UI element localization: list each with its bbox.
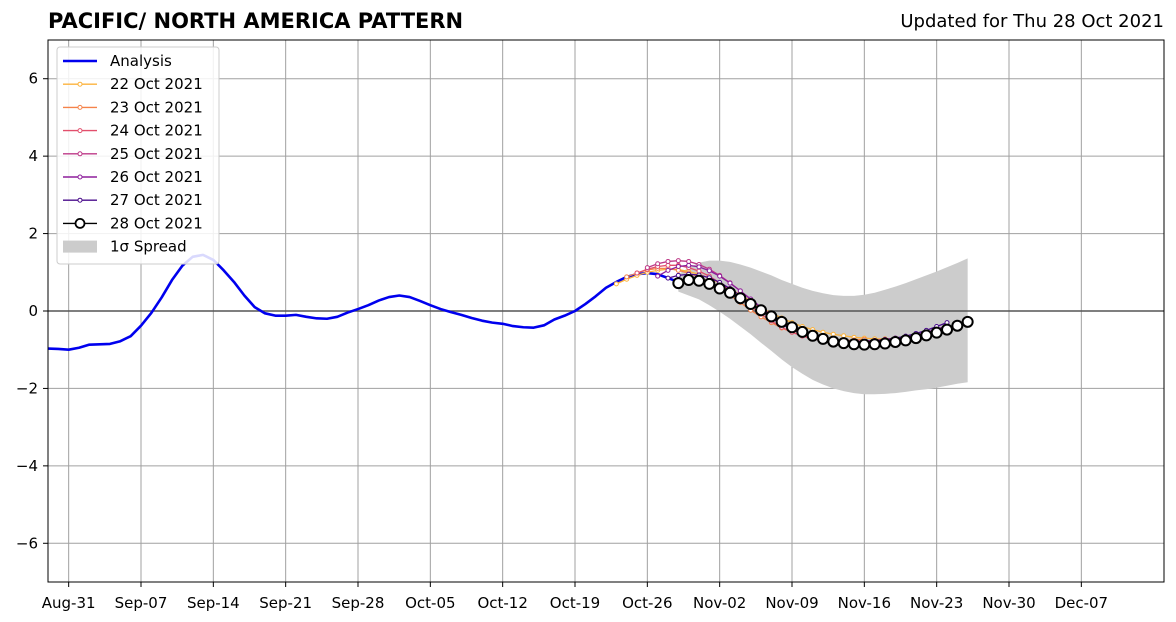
forecast-point bbox=[837, 337, 850, 350]
legend-label: 22 Oct 2021 bbox=[110, 75, 203, 93]
forecast-point bbox=[910, 332, 922, 345]
legend-label: 24 Oct 2021 bbox=[110, 122, 203, 140]
forecast-point bbox=[817, 332, 829, 345]
forecast-point bbox=[713, 282, 726, 295]
forecast-point bbox=[665, 275, 671, 281]
forecast-point bbox=[755, 304, 767, 317]
legend-swatch bbox=[63, 240, 97, 253]
x-tick-label: Dec-07 bbox=[1055, 594, 1109, 612]
legend-label: 23 Oct 2021 bbox=[110, 98, 203, 116]
x-tick-label: Nov-16 bbox=[838, 594, 891, 612]
forecast-point bbox=[717, 273, 723, 279]
legend-marker bbox=[77, 104, 83, 110]
forecast-point bbox=[765, 310, 778, 323]
x-tick-label: Nov-09 bbox=[765, 594, 818, 612]
legend-label: 25 Oct 2021 bbox=[110, 145, 203, 163]
forecast-point bbox=[613, 281, 619, 287]
forecast-point bbox=[806, 329, 819, 342]
y-tick-label: 4 bbox=[28, 147, 38, 165]
x-tick-label: Oct-12 bbox=[477, 594, 527, 612]
analysis-line bbox=[47, 253, 679, 352]
x-tick-label: Oct-19 bbox=[550, 594, 600, 612]
y-tick-label: −4 bbox=[16, 457, 38, 475]
forecast-point bbox=[920, 329, 933, 342]
forecast-point bbox=[706, 268, 712, 274]
axis-ticks: Aug-31 Sep-07 Sep-14 Sep-21 Sep-28 Oct-05 Oct-… bbox=[16, 70, 1108, 612]
legend-marker bbox=[77, 197, 83, 203]
forecast-point bbox=[634, 270, 640, 276]
forecast-point bbox=[775, 315, 788, 328]
forecast-point bbox=[665, 258, 671, 264]
forecast-series bbox=[672, 274, 974, 351]
y-tick-label: 0 bbox=[28, 302, 38, 320]
spread-band-layer bbox=[678, 258, 968, 395]
forecast-point bbox=[703, 277, 716, 290]
forecast-point bbox=[696, 264, 702, 270]
legend-label: 28 Oct 2021 bbox=[110, 214, 203, 232]
legend: Analysis 22 Oct 2021 23 Oct 2021 24 Oct 202… bbox=[56, 46, 220, 265]
forecast-point bbox=[655, 261, 661, 267]
forecast-point bbox=[796, 325, 809, 338]
forecast-point bbox=[744, 298, 757, 311]
x-tick-label: Aug-31 bbox=[42, 594, 96, 612]
forecast-point bbox=[951, 319, 964, 332]
legend-marker bbox=[77, 81, 83, 87]
updated-date: Updated for Thu 28 Oct 2021 bbox=[900, 11, 1164, 32]
x-tick-label: Nov-23 bbox=[910, 594, 963, 612]
forecast-point bbox=[624, 274, 630, 280]
forecast-point bbox=[858, 338, 871, 351]
forecast-point bbox=[675, 258, 681, 264]
y-tick-label: 6 bbox=[28, 70, 38, 88]
forecast-point bbox=[724, 286, 736, 299]
x-tick-label: Sep-14 bbox=[187, 594, 240, 612]
legend-label: 27 Oct 2021 bbox=[110, 191, 203, 209]
forecast-point bbox=[734, 292, 747, 305]
legend-box bbox=[56, 46, 220, 265]
forecast-point bbox=[786, 321, 798, 334]
forecast-point bbox=[644, 265, 650, 271]
legend-label: 1σ Spread bbox=[110, 238, 187, 256]
forecast-point bbox=[675, 263, 681, 269]
legend-marker bbox=[77, 128, 83, 134]
forecast-point bbox=[879, 337, 891, 350]
forecast-point bbox=[665, 267, 671, 273]
forecast-point bbox=[675, 272, 681, 278]
forecast-point bbox=[899, 334, 912, 347]
legend-marker bbox=[77, 174, 83, 180]
x-tick-label: Oct-26 bbox=[622, 594, 672, 612]
legend-label: 26 Oct 2021 bbox=[110, 168, 203, 186]
forecast-point bbox=[682, 274, 695, 287]
forecast-point bbox=[848, 338, 860, 351]
x-tick-label: Nov-30 bbox=[982, 594, 1035, 612]
legend-marker bbox=[74, 217, 86, 229]
legend-marker bbox=[77, 151, 83, 157]
forecast-point bbox=[655, 273, 661, 279]
x-tick-label: Nov-02 bbox=[693, 594, 746, 612]
series-layer bbox=[47, 253, 974, 352]
y-tick-label: −6 bbox=[16, 534, 38, 552]
forecast-point bbox=[727, 280, 733, 286]
forecast-point bbox=[941, 323, 953, 336]
forecast-point bbox=[827, 335, 840, 348]
y-tick-label: 2 bbox=[28, 225, 38, 243]
forecast-point bbox=[930, 326, 943, 339]
x-tick-label: Sep-21 bbox=[259, 594, 312, 612]
legend-label: Analysis bbox=[110, 52, 172, 70]
forecast-point bbox=[961, 315, 974, 328]
x-tick-label: Sep-07 bbox=[115, 594, 168, 612]
y-tick-label: −2 bbox=[16, 379, 38, 397]
x-tick-label: Sep-28 bbox=[332, 594, 385, 612]
chart-title: PACIFIC/ NORTH AMERICA PATTERN bbox=[48, 9, 464, 33]
forecast-point bbox=[672, 277, 685, 290]
forecast-point bbox=[693, 274, 705, 287]
forecast-point bbox=[889, 335, 902, 348]
spread-band bbox=[678, 258, 968, 395]
forecast-point bbox=[686, 262, 692, 268]
x-tick-label: Oct-05 bbox=[405, 594, 455, 612]
forecast-point bbox=[868, 338, 881, 351]
